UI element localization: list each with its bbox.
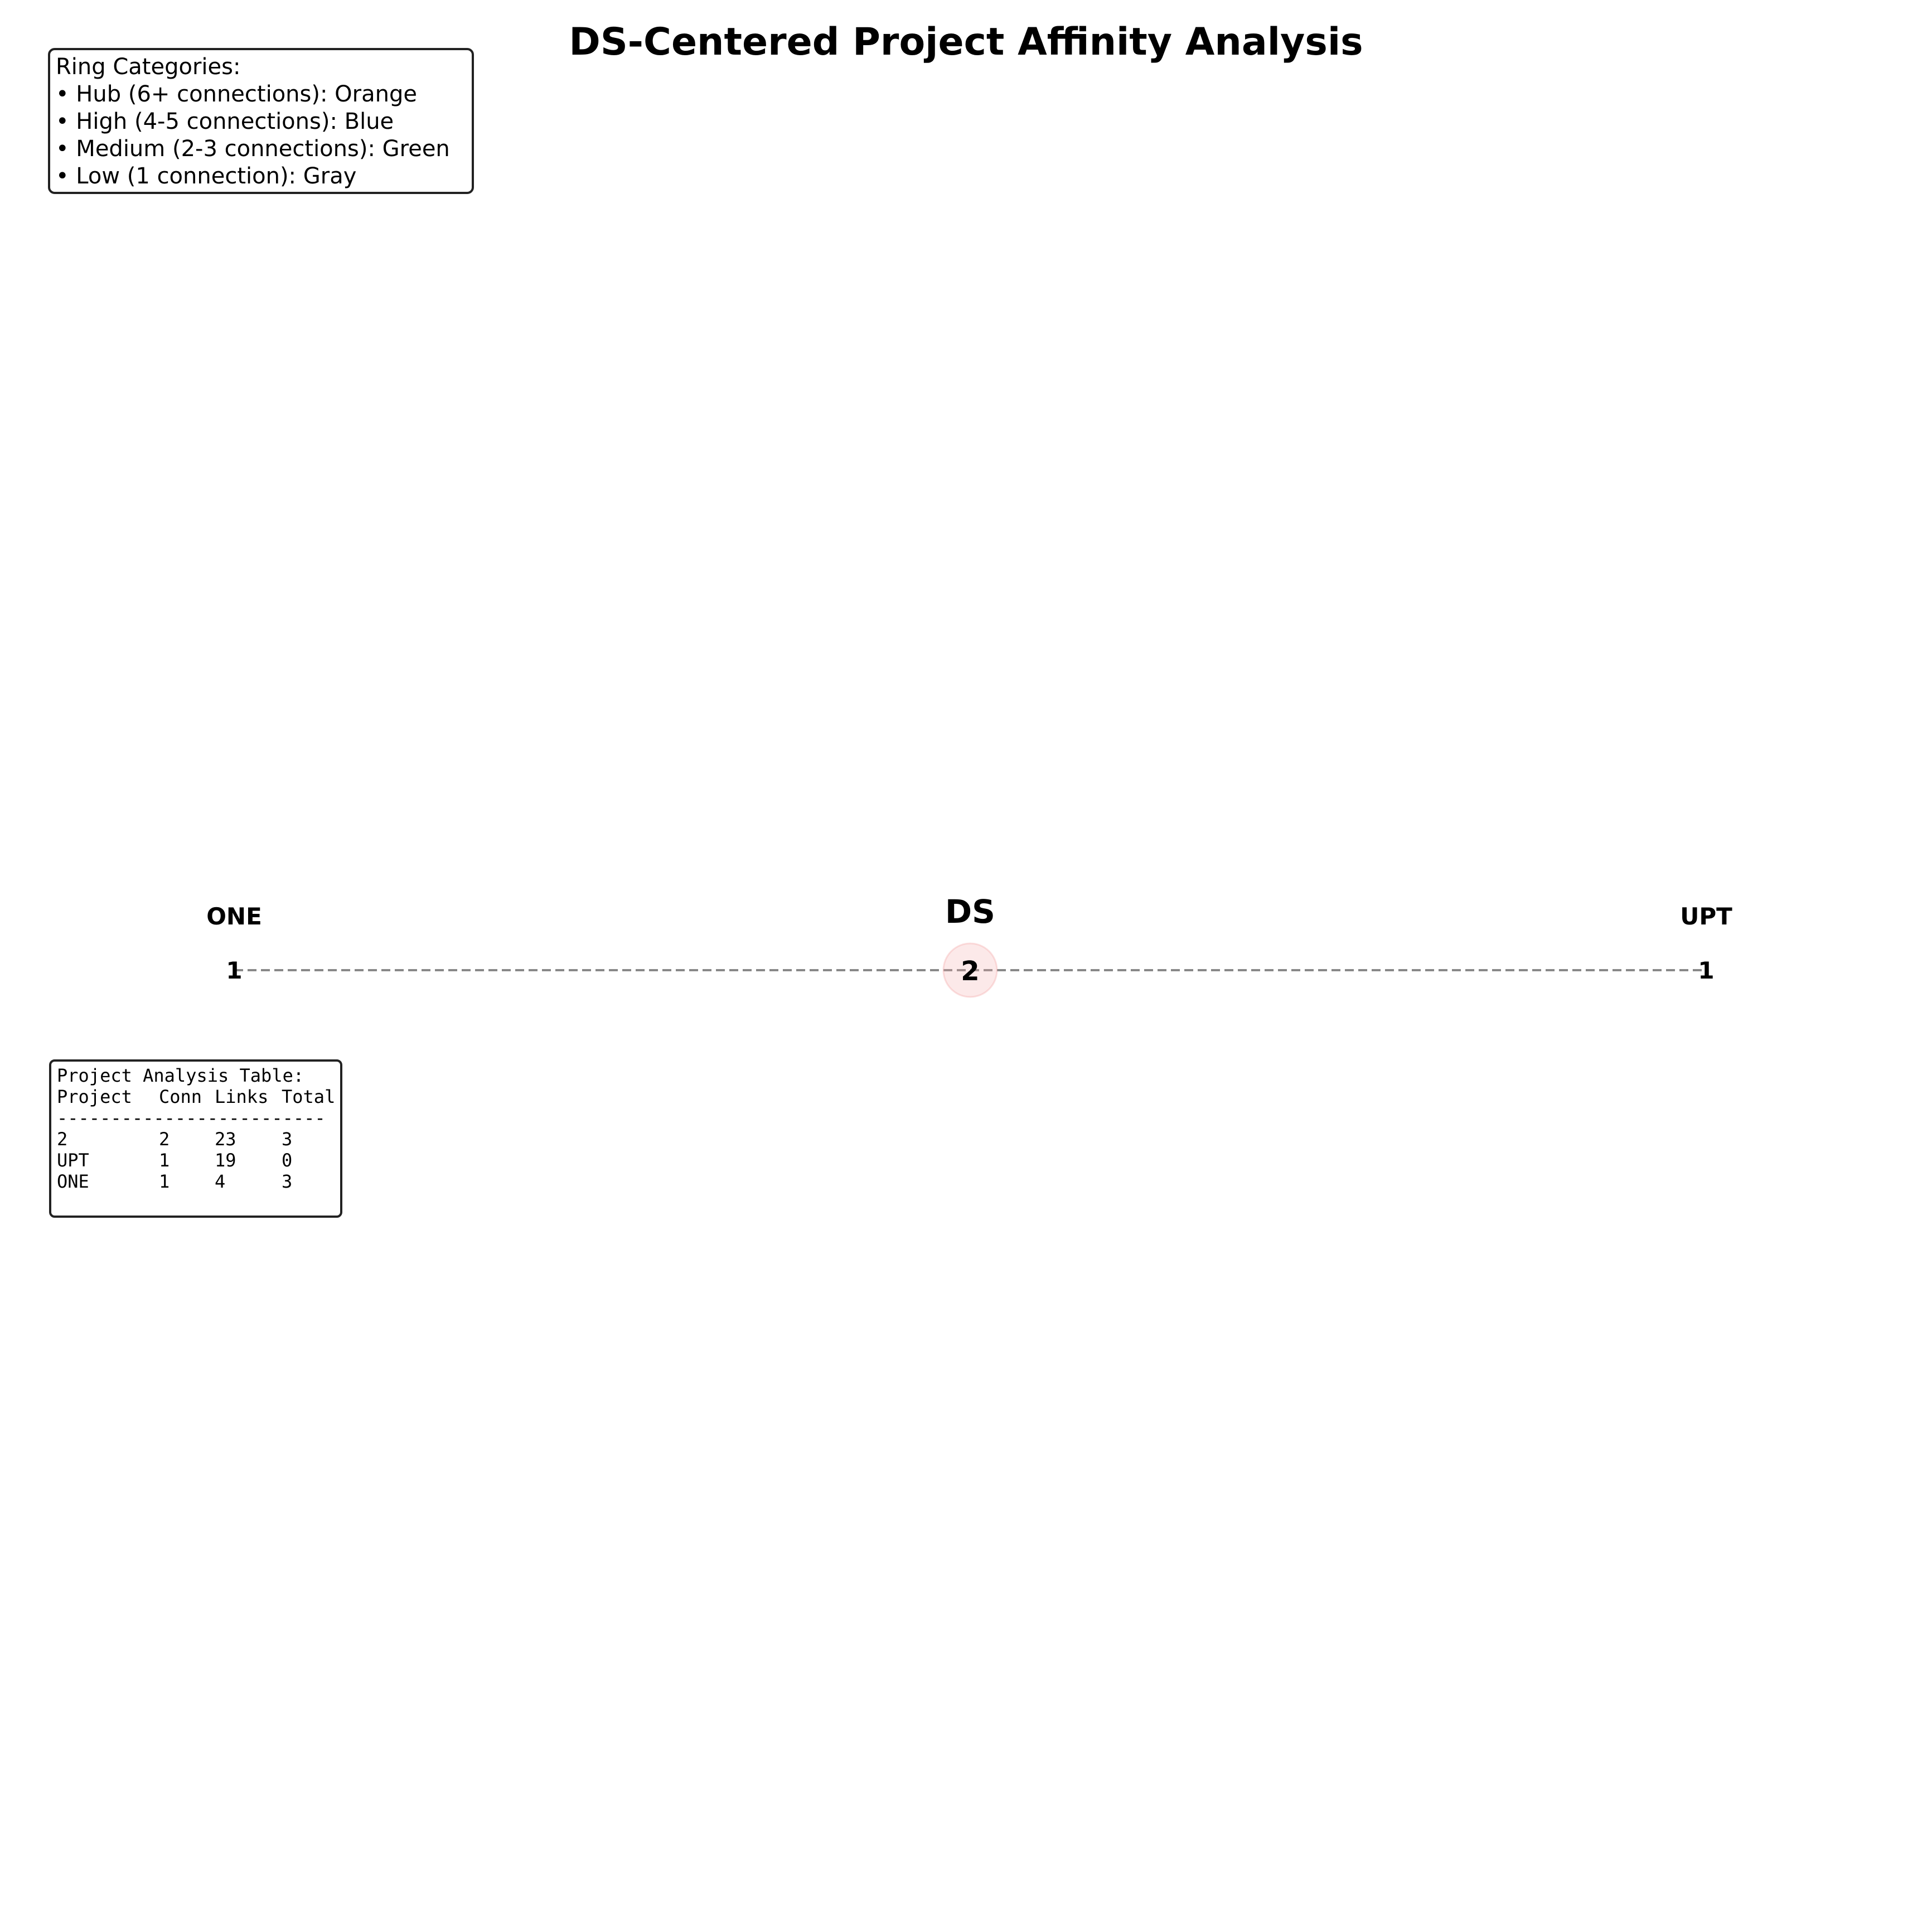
- ring-categories-legend: Ring Categories: • Hub (6+ connections):…: [48, 48, 474, 194]
- column-header-total: Total: [282, 1086, 336, 1107]
- cell-links: 19: [215, 1150, 236, 1171]
- legend-item-medium: • Medium (2-3 connections): Green: [56, 136, 450, 162]
- table-header-row: Project Conn Links Total: [57, 1086, 335, 1107]
- legend-item-low: • Low (1 connection): Gray: [56, 163, 357, 189]
- table-rule: -------------------------: [57, 1107, 326, 1129]
- table-row: 2 2 23 3: [57, 1129, 335, 1150]
- table-heading: Project Analysis Table:: [57, 1065, 304, 1086]
- cell-conn: 1: [159, 1171, 170, 1192]
- legend-heading: Ring Categories:: [56, 54, 241, 80]
- cell-project: ONE: [57, 1171, 89, 1192]
- cell-conn: 2: [159, 1129, 170, 1150]
- cell-links: 23: [215, 1129, 236, 1150]
- node-one-label: ONE: [206, 903, 262, 930]
- column-header-project: Project: [57, 1086, 132, 1107]
- cell-links: 4: [215, 1171, 226, 1192]
- node-one-value: 1: [226, 957, 242, 984]
- column-header-conn: Conn: [159, 1086, 202, 1107]
- cell-project: 2: [57, 1129, 68, 1150]
- center-node-halo: [942, 942, 998, 998]
- page-title: DS-Centered Project Affinity Analysis: [569, 20, 1363, 64]
- legend-item-hub: • Hub (6+ connections): Orange: [56, 81, 417, 107]
- table-row: ONE 1 4 3: [57, 1171, 335, 1192]
- column-header-links: Links: [215, 1086, 269, 1107]
- cell-total: 0: [282, 1150, 293, 1171]
- node-upt-label: UPT: [1680, 903, 1732, 930]
- center-node-value: 2: [961, 956, 979, 987]
- cell-conn: 1: [159, 1150, 170, 1171]
- cell-total: 3: [282, 1129, 293, 1150]
- node-upt-value: 1: [1698, 957, 1714, 984]
- project-analysis-table: Project Analysis Table: Project Conn Links…: [49, 1059, 342, 1218]
- legend-item-high: • High (4-5 connections): Blue: [56, 109, 394, 134]
- cell-project: UPT: [57, 1150, 89, 1171]
- table-row: UPT 1 19 0: [57, 1150, 335, 1171]
- center-node-label: DS: [945, 893, 995, 931]
- cell-total: 3: [282, 1171, 293, 1192]
